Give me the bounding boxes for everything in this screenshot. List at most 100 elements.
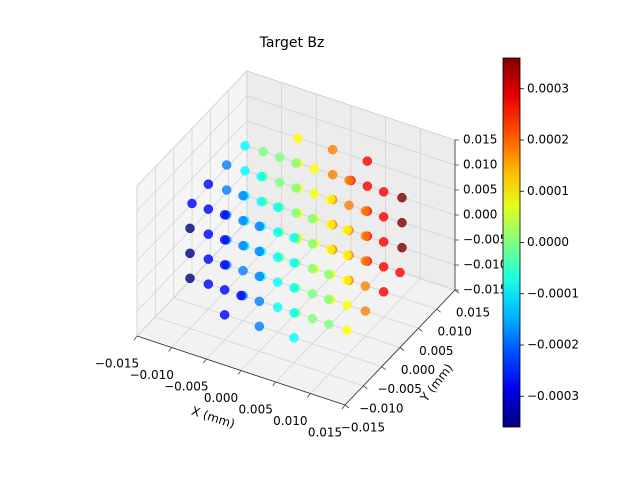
point: [291, 158, 301, 168]
point: [185, 248, 195, 259]
point: [185, 223, 195, 234]
x-tick: [237, 370, 242, 375]
point: [309, 164, 320, 174]
x-tick-label: −0.010: [129, 368, 173, 382]
point: [378, 187, 389, 197]
point: [307, 288, 318, 299]
y-tick-label: −0.015: [341, 421, 385, 435]
grid-line: [246, 95, 456, 166]
x-tick: [133, 335, 138, 341]
point: [323, 319, 334, 330]
point: [219, 235, 230, 245]
z-tick-label: −0.015: [463, 283, 507, 297]
grid-line: [173, 297, 382, 368]
point: [238, 240, 248, 251]
z-tick-label: 0.015: [463, 133, 497, 147]
point: [307, 213, 318, 224]
y-tick-label: −0.005: [377, 382, 421, 396]
point: [360, 206, 371, 216]
colorbar-tick-label: 0.0003: [527, 81, 569, 95]
point: [342, 300, 352, 310]
y-tick: [454, 289, 460, 294]
point: [325, 244, 336, 255]
point: [272, 302, 283, 312]
point: [238, 190, 248, 201]
x-tick: [307, 393, 311, 398]
point: [323, 294, 334, 305]
x-tick-label: −0.005: [164, 380, 208, 394]
point: [272, 277, 283, 287]
point: [378, 237, 389, 247]
z-tick-label: 0.000: [463, 208, 497, 222]
point: [342, 275, 352, 285]
point: [254, 296, 265, 307]
point: [272, 252, 283, 262]
grid-line: [136, 95, 248, 212]
point: [307, 238, 318, 249]
point: [240, 141, 250, 151]
point: [327, 169, 338, 180]
x-tick-label: 0.015: [308, 426, 342, 440]
z-tick-label: −0.010: [463, 258, 507, 272]
point: [254, 221, 265, 232]
point: [360, 256, 371, 266]
point: [362, 181, 373, 191]
point: [323, 269, 334, 280]
point: [221, 160, 232, 170]
x-tick-label: 0.005: [238, 403, 272, 417]
point: [203, 179, 214, 189]
point: [289, 333, 299, 343]
point: [254, 321, 265, 332]
grid-line: [246, 120, 456, 191]
y-tick-label: 0.015: [456, 306, 490, 320]
point: [293, 133, 303, 143]
axes-3d: −0.015−0.010−0.0050.0000.0050.0100.015−0…: [95, 70, 507, 440]
point: [289, 308, 299, 318]
point: [378, 262, 389, 272]
colorbar-tick-label: 0.0002: [527, 133, 569, 147]
point: [342, 325, 352, 335]
y-tick-label: 0.005: [419, 344, 453, 358]
y-tick: [381, 366, 386, 370]
point: [397, 242, 407, 253]
point: [291, 183, 301, 193]
y-tick-label: 0.000: [401, 363, 435, 377]
y-tick: [418, 328, 423, 332]
chart-title: Target Bz: [259, 35, 325, 51]
point: [344, 200, 354, 211]
point: [254, 246, 265, 257]
point: [272, 202, 283, 212]
point: [274, 177, 285, 188]
point: [360, 306, 371, 316]
point: [219, 210, 230, 220]
colorbar-tick-label: 0.0000: [527, 235, 569, 249]
z-tick-label: −0.005: [463, 233, 507, 247]
axis-line: [136, 335, 346, 406]
point: [274, 152, 285, 163]
point: [238, 215, 248, 226]
point: [219, 285, 230, 295]
point: [254, 271, 265, 282]
grid-line: [155, 316, 364, 387]
y-tick: [436, 308, 441, 313]
point: [289, 233, 299, 243]
point: [395, 267, 405, 278]
point: [203, 254, 214, 264]
y-tick-label: −0.010: [359, 401, 403, 415]
point: [307, 313, 318, 324]
point: [378, 287, 389, 297]
point: [219, 260, 230, 270]
point: [397, 217, 407, 228]
grid-line: [136, 120, 248, 237]
point: [272, 227, 283, 237]
point: [236, 290, 246, 301]
y-tick: [363, 385, 368, 390]
colorbar-scale: [502, 57, 521, 428]
point: [309, 189, 320, 199]
z-tick-label: 0.005: [463, 183, 497, 197]
point: [203, 229, 214, 239]
point: [327, 144, 338, 155]
grid-line: [136, 70, 248, 187]
point: [325, 194, 336, 205]
x-tick-label: −0.015: [95, 357, 139, 371]
